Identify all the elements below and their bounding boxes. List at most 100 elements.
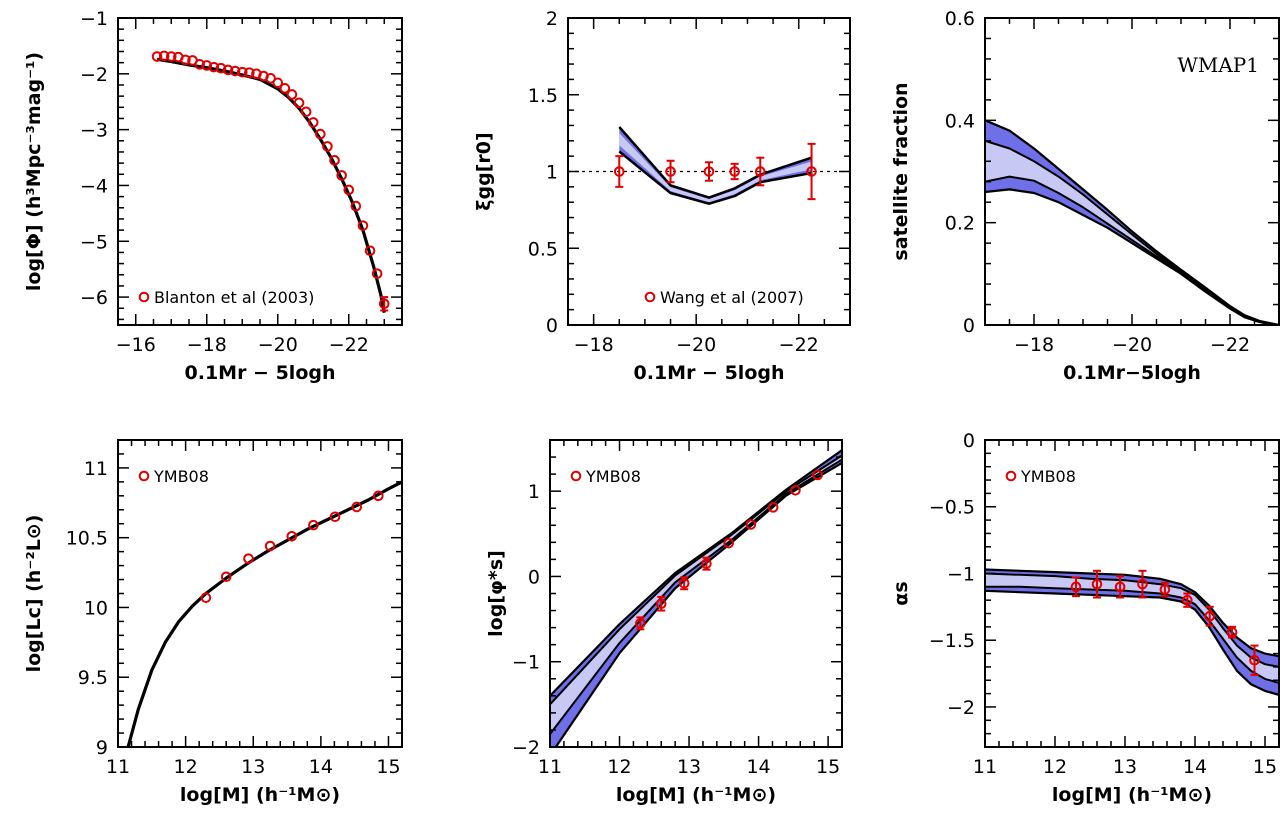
y-axis-label: satellite fraction [890, 82, 912, 260]
data-point [180, 54, 191, 66]
y-tick-label: −4 [80, 175, 108, 197]
legend-marker [570, 470, 582, 482]
y-tick-label: 0.2 [945, 213, 975, 235]
data-point [767, 502, 779, 513]
data-point [307, 117, 319, 128]
x-tick-label: −20 [258, 334, 298, 356]
y-tick-label: −1 [512, 652, 540, 674]
y-tick-label: −1 [80, 8, 108, 30]
data-point [194, 59, 205, 70]
data-point [745, 519, 757, 530]
y-tick-label: 0.4 [945, 110, 975, 132]
data-point [635, 618, 646, 629]
x-tick-label: −20 [676, 334, 716, 356]
data-point [158, 50, 170, 62]
x-tick-label: −20 [1112, 334, 1152, 356]
y-axis-label: αs [890, 581, 912, 605]
x-axis-label: log[M] (h⁻¹M⊙) [616, 784, 776, 806]
y-tick-label: 0.6 [945, 8, 975, 30]
y-tick-label: −2 [80, 64, 108, 86]
panel-satellite-normalization: 11 12 13 14 15 −2 −1 0 1 log[M] (h⁻¹M⊙) log[φ*s] YM… [485, 439, 843, 806]
band-lower-curve [618, 150, 812, 205]
x-tick-label: 14 [746, 756, 770, 778]
y-axis-label: log[Φ] (h³Mpc⁻³mag⁻¹) [23, 52, 45, 291]
panel-satellite-slope: 11 12 13 14 15 0 −0.5 −1 −1.5 −2 log[M] (h⁻¹M⊙) αs Y… [890, 430, 1280, 806]
band-inner-upper-curve [985, 572, 1279, 668]
x-tick-label: 13 [1113, 756, 1137, 778]
band-inner-lower-curve [985, 175, 1279, 325]
data-point [723, 537, 734, 549]
data-point [220, 571, 232, 583]
y-tick-label: 10 [84, 597, 108, 619]
data-point [308, 519, 319, 531]
x-tick-label: −22 [779, 334, 819, 356]
data-point [343, 184, 355, 196]
data-point [243, 553, 254, 564]
legend-label: YMB08 [153, 467, 209, 486]
y-tick-label: −1 [947, 563, 975, 585]
y-tick-label: 1.5 [528, 85, 558, 107]
y-tick-label: 0 [963, 315, 975, 337]
x-tick-label: −22 [1210, 334, 1250, 356]
data-point [336, 170, 347, 181]
data-point [1114, 581, 1126, 593]
x-tick-label: 15 [376, 756, 400, 778]
x-tick-label: 12 [1043, 756, 1067, 778]
data-point [222, 64, 234, 76]
data-point [1204, 610, 1215, 622]
data-point [286, 89, 298, 100]
y-tick-label: 9 [96, 737, 108, 759]
y-tick-label: 2 [546, 8, 558, 30]
data-point [329, 511, 341, 523]
inner-band [985, 140, 1279, 325]
data-point [351, 501, 362, 513]
y-tick-label: 0 [963, 430, 975, 452]
model-curve [126, 480, 402, 747]
x-tick-label: 12 [174, 756, 198, 778]
legend-marker [1005, 470, 1017, 482]
data-point [236, 66, 248, 78]
panel-title: WMAP1 [1177, 53, 1259, 77]
legend-marker [644, 291, 656, 303]
x-tick-label: 13 [677, 756, 701, 778]
plot-frame [117, 17, 403, 326]
legend-marker [138, 470, 150, 482]
plot-area [985, 568, 1279, 696]
x-tick-label: 15 [816, 756, 840, 778]
panel-central-luminosity: 11 12 13 14 15 9 9.5 10 10.5 11 log[M] (h⁻¹M⊙) log[… [23, 439, 403, 806]
y-tick-label: −6 [80, 287, 108, 309]
outer-band [550, 450, 842, 747]
y-tick-label: −3 [80, 120, 108, 142]
data-point [1091, 578, 1103, 590]
data-point [293, 97, 305, 109]
legend-marker [138, 291, 150, 303]
y-tick-label: −5 [80, 231, 108, 253]
plot-area [151, 50, 390, 314]
x-axis-label: log[M] (h⁻¹M⊙) [180, 784, 340, 806]
x-axis-label: 0.1Mr − 5logh [634, 362, 785, 384]
plot-area [985, 119, 1279, 325]
legend-label: Wang et al (2007) [660, 288, 804, 307]
x-axis-label: log[M] (h⁻¹M⊙) [1052, 784, 1212, 806]
data-point [806, 166, 817, 177]
data-point [201, 60, 213, 71]
y-axis-label: ξgg[r0] [473, 132, 495, 210]
data-point [812, 469, 823, 481]
x-tick-label: 11 [106, 756, 130, 778]
x-tick-label: −22 [329, 334, 369, 356]
y-tick-label: 1 [546, 162, 558, 184]
x-tick-label: −16 [116, 334, 156, 356]
plot-frame [984, 439, 1280, 748]
y-tick-label: −0.5 [929, 497, 975, 519]
x-tick-label: 14 [309, 756, 333, 778]
y-tick-label: 9.5 [78, 667, 108, 689]
data-point [264, 540, 276, 552]
data-point [272, 77, 284, 89]
x-tick-label: 12 [607, 756, 631, 778]
data-point [300, 106, 312, 118]
data-point [1159, 584, 1171, 595]
plot-area [550, 449, 842, 747]
x-tick-label: 11 [973, 756, 997, 778]
band-upper-curve [550, 449, 842, 697]
